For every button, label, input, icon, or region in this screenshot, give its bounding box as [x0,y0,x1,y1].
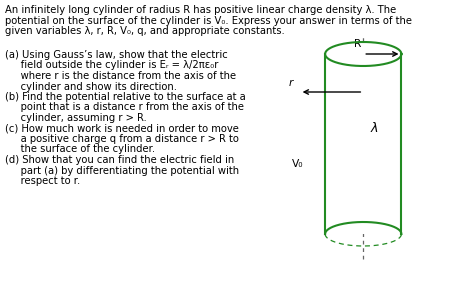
Text: the surface of the cylinder.: the surface of the cylinder. [5,144,155,155]
Text: V₀: V₀ [292,159,304,169]
Text: cylinder and show its direction.: cylinder and show its direction. [5,82,176,92]
Text: r: r [288,78,293,88]
Text: An infinitely long cylinder of radius R has positive linear charge density λ. Th: An infinitely long cylinder of radius R … [5,5,396,15]
Text: respect to r.: respect to r. [5,176,80,186]
Text: (d) Show that you can find the electric field in: (d) Show that you can find the electric … [5,155,234,165]
Text: a positive charge q from a distance r > R to: a positive charge q from a distance r > … [5,134,238,144]
Text: R: R [354,39,362,49]
Text: λ: λ [371,123,378,136]
Text: (c) How much work is needed in order to move: (c) How much work is needed in order to … [5,124,238,133]
Ellipse shape [325,42,401,66]
Text: (a) Using Gauss’s law, show that the electric: (a) Using Gauss’s law, show that the ele… [5,50,228,60]
Text: cylinder, assuming r > R.: cylinder, assuming r > R. [5,113,146,123]
Text: field outside the cylinder is Eᵣ = λ/2πε₀r: field outside the cylinder is Eᵣ = λ/2πε… [5,60,218,70]
Text: part (a) by differentiating the potential with: part (a) by differentiating the potentia… [5,165,239,175]
Bar [325,54,401,234]
Text: given variables λ, r, R, V₀, q, and appropriate constants.: given variables λ, r, R, V₀, q, and appr… [5,26,284,36]
Text: where r is the distance from the axis of the: where r is the distance from the axis of… [5,71,236,81]
Text: (b) Find the potential relative to the surface at a: (b) Find the potential relative to the s… [5,92,245,102]
Text: potential on the surface of the cylinder is V₀. Express your answer in terms of : potential on the surface of the cylinder… [5,15,411,25]
Text: point that is a distance r from the axis of the: point that is a distance r from the axis… [5,102,244,113]
